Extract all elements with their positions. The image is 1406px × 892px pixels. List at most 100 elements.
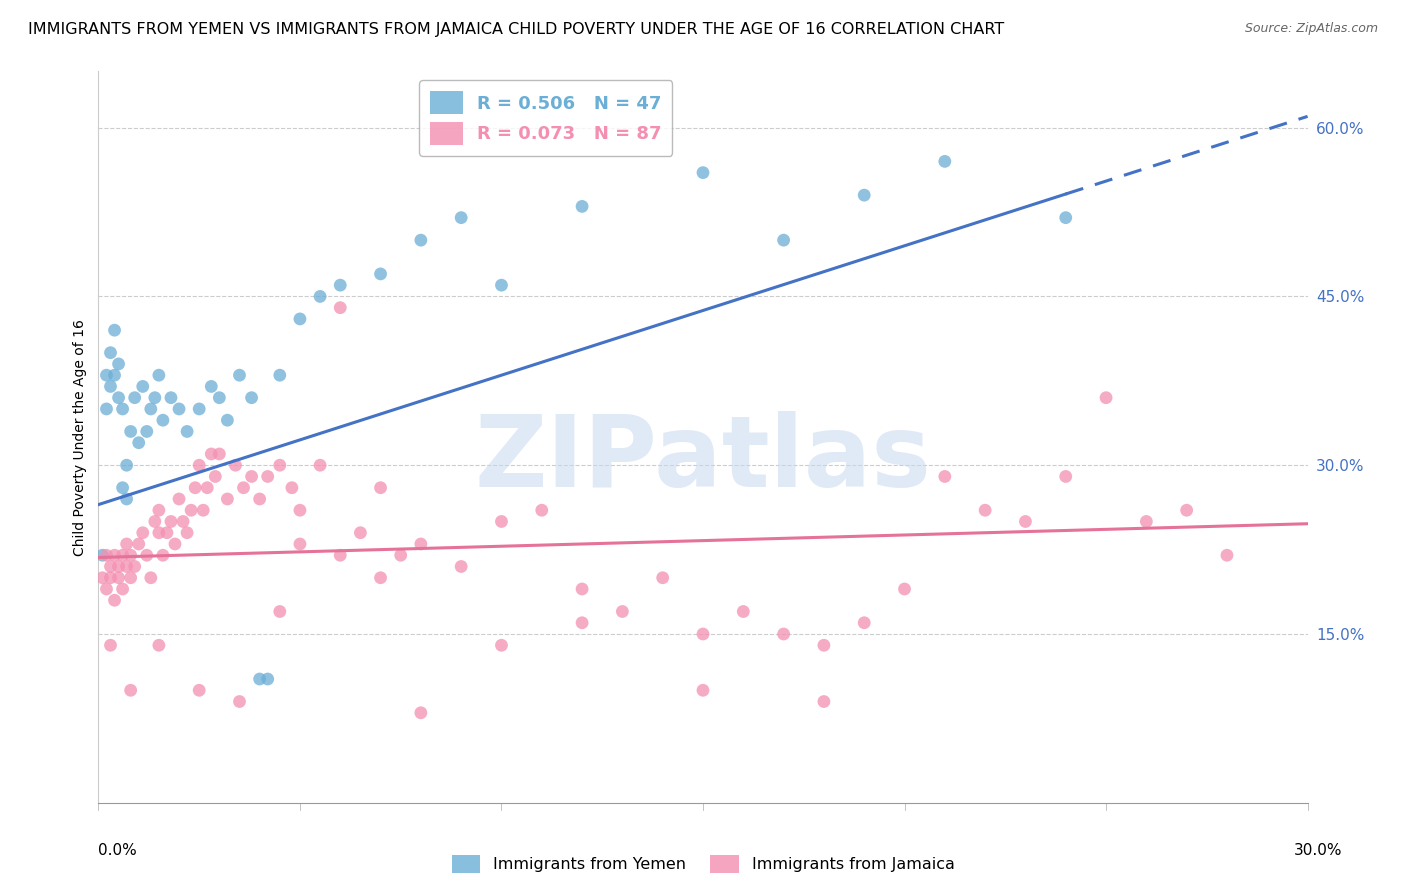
Point [217,491,239,506]
Point [228,694,250,708]
Legend: R = 0.506   N = 47, R = 0.073   N = 87: R = 0.506 N = 47, R = 0.073 N = 87 [419,80,672,156]
Point [148,368,170,383]
Point [571,582,593,596]
Point [288,312,311,326]
Point [152,548,174,562]
Point [115,491,138,506]
Point [692,683,714,698]
Point [184,481,207,495]
Point [103,323,125,337]
Point [96,368,118,383]
Point [120,571,142,585]
Point [115,458,138,473]
Point [349,525,371,540]
Point [132,379,155,393]
Point [120,683,142,698]
Point [107,391,129,405]
Point [96,548,118,562]
Point [329,548,352,562]
Point [124,391,146,405]
Point [103,368,125,383]
Point [1014,515,1036,529]
Point [1135,515,1157,529]
Point [208,447,231,461]
Point [934,469,956,483]
Point [115,559,138,574]
Point [853,188,876,202]
Point [148,638,170,652]
Point [571,615,593,630]
Point [450,559,472,574]
Point [1054,211,1077,225]
Text: 0.0%: 0.0% [98,843,138,858]
Point [100,345,122,359]
Point [143,515,166,529]
Point [124,559,146,574]
Point [200,379,222,393]
Point [813,638,835,652]
Point [409,706,432,720]
Point [115,537,138,551]
Point [974,503,997,517]
Point [180,503,202,517]
Point [571,199,593,213]
Point [651,571,673,585]
Point [329,301,352,315]
Point [193,503,215,517]
Point [450,211,472,225]
Point [232,481,254,495]
Point [160,515,183,529]
Point [269,458,291,473]
Point [934,154,956,169]
Text: 30.0%: 30.0% [1295,843,1343,858]
Point [409,537,432,551]
Point [1175,503,1198,517]
Point [256,672,278,686]
Point [100,638,122,652]
Point [204,469,226,483]
Point [128,435,150,450]
Point [288,503,311,517]
Point [370,571,392,585]
Point [107,357,129,371]
Point [156,525,179,540]
Point [172,515,194,529]
Point [103,593,125,607]
Point [148,525,170,540]
Point [163,537,186,551]
Point [269,368,291,383]
Point [96,401,118,416]
Point [1216,548,1239,562]
Point [139,571,162,585]
Point [188,458,211,473]
Point [370,481,392,495]
Point [111,481,134,495]
Point [100,571,122,585]
Point [160,391,183,405]
Point [176,525,198,540]
Point [167,491,190,506]
Point [249,491,271,506]
Point [772,627,794,641]
Y-axis label: Child Poverty Under the Age of 16: Child Poverty Under the Age of 16 [73,318,87,556]
Point [148,503,170,517]
Point [217,413,239,427]
Point [208,391,231,405]
Point [143,391,166,405]
Point [188,401,211,416]
Point [100,559,122,574]
Text: ZIPatlas: ZIPatlas [475,410,931,508]
Point [692,166,714,180]
Point [269,605,291,619]
Point [120,548,142,562]
Point [491,515,513,529]
Point [107,559,129,574]
Point [329,278,352,293]
Point [733,605,755,619]
Point [1095,391,1118,405]
Point [409,233,432,247]
Text: Source: ZipAtlas.com: Source: ZipAtlas.com [1244,22,1378,36]
Point [107,571,129,585]
Point [240,469,263,483]
Point [893,582,915,596]
